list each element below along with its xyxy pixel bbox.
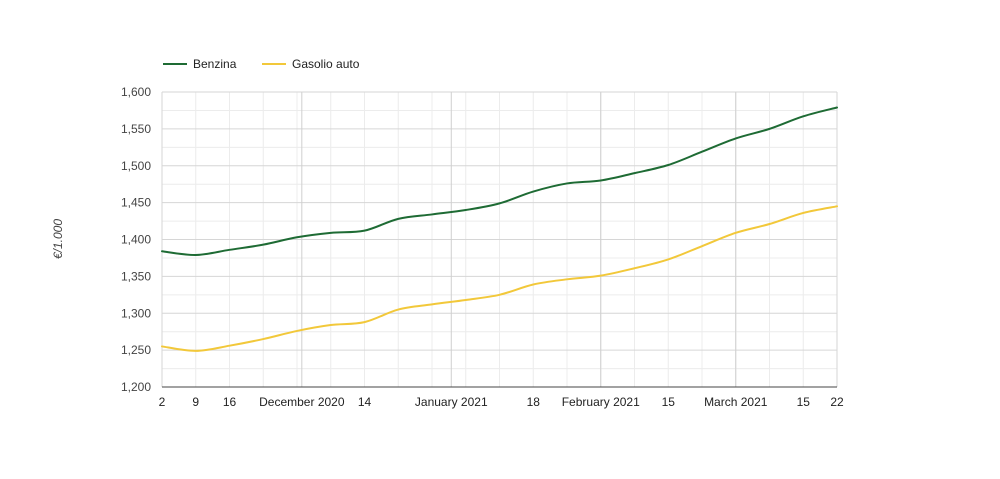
grid: [161, 91, 838, 387]
y-tick-label: 1,200: [121, 380, 151, 394]
y-tick-label: 1,600: [121, 85, 151, 99]
x-tick-label: 2: [159, 395, 166, 409]
y-axis-label: €/1.000: [51, 219, 65, 259]
series-lines: [161, 106, 838, 352]
y-tick-label: 1,550: [121, 122, 151, 136]
x-tick-label: 15: [797, 395, 811, 409]
y-tick-label: 1,450: [121, 196, 151, 210]
y-tick-label: 1,500: [121, 159, 151, 173]
x-tick-label: 14: [358, 395, 372, 409]
x-tick-label: 16: [223, 395, 237, 409]
y-tick-label: 1,350: [121, 269, 151, 283]
y-tick-label: 1,400: [121, 233, 151, 247]
x-tick-label: December 2020: [259, 395, 345, 409]
legend: Benzina Gasolio auto: [163, 57, 360, 71]
x-tick-label: 15: [662, 395, 676, 409]
axes: 1,200 1,250 1,300 1,350 1,400 1,450 1,500 1,550…: [121, 85, 844, 409]
x-tick-label: March 2021: [704, 395, 768, 409]
x-tick-label: 18: [527, 395, 541, 409]
legend-label: Benzina: [193, 57, 237, 71]
x-tick-label: 9: [192, 395, 199, 409]
x-tick-label: February 2021: [562, 395, 640, 409]
legend-label: Gasolio auto: [292, 57, 360, 71]
x-tick-label: January 2021: [415, 395, 488, 409]
y-tick-label: 1,300: [121, 306, 151, 320]
y-tick-label: 1,250: [121, 343, 151, 357]
series-line-benzina: [161, 106, 838, 256]
x-tick-label: 22: [830, 395, 844, 409]
series-line-gasolio-auto: [161, 205, 838, 352]
